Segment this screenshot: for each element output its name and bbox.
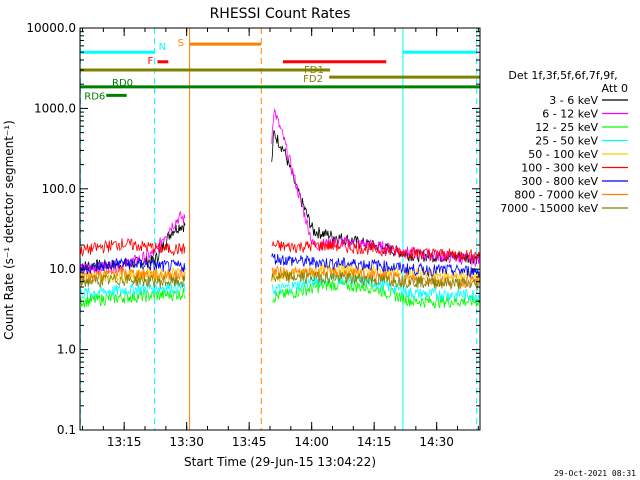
flag-n-label: N [159, 42, 166, 53]
series-7000-15000-kev [79, 270, 480, 291]
x-tick-label: 13:30 [169, 435, 204, 449]
legend-label: 800 - 7000 keV [514, 189, 598, 202]
flag-s-label: S [178, 38, 184, 49]
x-axis-label: Start Time (29-Jun-15 13:04:22) [184, 455, 376, 469]
series-100-300-kev [79, 238, 480, 262]
legend: Det 1f,3f,5f,6f,7f,9f, Att 0 3 - 6 keV6 … [500, 69, 628, 215]
flag-fd1-label: FD1 [304, 65, 324, 76]
y-axis-ticks: 0.1 1.0 10.0 100.0 1000.0 10000.0 [26, 21, 480, 437]
legend-header-2: Att 0 [602, 82, 628, 95]
chart-title: RHESSI Count Rates [210, 6, 351, 22]
x-tick-label: 14:15 [357, 435, 392, 449]
y-tick-label: 100.0 [42, 182, 76, 196]
x-axis-ticks: 13:15 13:30 13:45 14:00 14:15 14:30 [82, 28, 479, 449]
flag-rd6-label: RD6 [84, 91, 105, 102]
series-6-12-kev [79, 108, 480, 275]
x-tick-label: 13:45 [232, 435, 267, 449]
plot-frame [79, 27, 481, 431]
timestamp: 29-Oct-2021 08:31 [554, 469, 636, 478]
flag-fd2-label: FD2 [303, 74, 323, 85]
x-tick-label: 14:30 [419, 435, 454, 449]
x-tick-label: 13:15 [107, 435, 142, 449]
series-300-800-kev [79, 253, 480, 278]
legend-label: 100 - 300 keV [521, 162, 598, 175]
legend-label: 6 - 12 keV [542, 108, 598, 121]
legend-label: 7000 - 15000 keV [500, 202, 598, 215]
y-tick-label: 1000.0 [34, 101, 76, 115]
y-tick-label: 1.0 [57, 343, 76, 357]
y-tick-label: 10000.0 [26, 21, 76, 35]
legend-label: 50 - 100 keV [528, 148, 598, 161]
legend-label: 3 - 6 keV [549, 94, 598, 107]
x-tick-label: 14:00 [294, 435, 329, 449]
y-axis-label: Count Rate (s⁻¹ detector segment⁻¹) [2, 120, 16, 340]
series-group [79, 108, 480, 309]
flag-f-label: F [148, 56, 154, 67]
flag-rd0-label: RD0 [112, 78, 133, 89]
legend-label: 12 - 25 keV [535, 121, 598, 134]
legend-label: 25 - 50 keV [535, 135, 598, 148]
legend-header-1: Det 1f,3f,5f,6f,7f,9f, [508, 69, 617, 82]
y-tick-label: 0.1 [57, 423, 76, 437]
y-tick-label: 10.0 [49, 262, 76, 276]
legend-label: 300 - 800 keV [521, 175, 598, 188]
series-12-25-kev [79, 278, 480, 309]
